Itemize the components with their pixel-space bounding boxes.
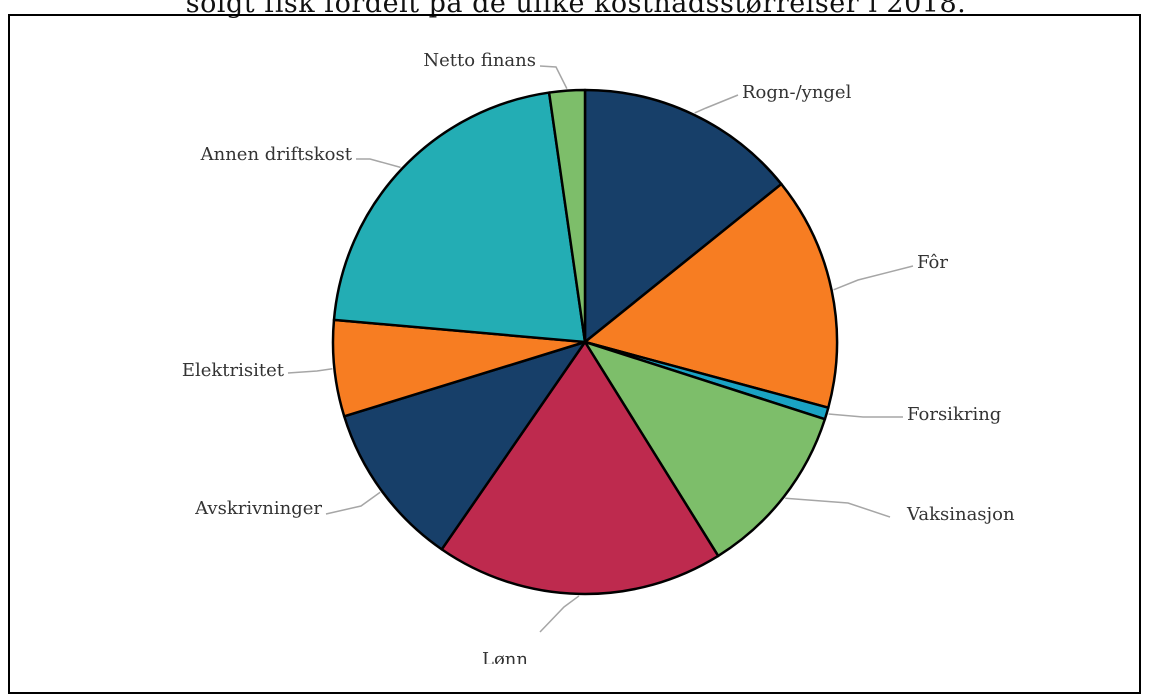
- leader-line-avskrivninger: [325, 491, 381, 515]
- pie-slice-annen-driftskost: [332, 91, 587, 344]
- slice-label-annen-driftskost: Annen driftskost: [200, 144, 353, 165]
- leader-line-netto-finans: [539, 65, 568, 89]
- pie-slice-rogn-yngel: [583, 88, 783, 344]
- leader-line-annen-driftskost: [356, 158, 401, 169]
- leader-line-f-r: [833, 265, 914, 291]
- pie-slice-l-nn: [440, 340, 720, 596]
- slice-labels: Rogn-/yngel Fôr Forsikring Vaksinasjon Lønn A…: [182, 50, 1015, 664]
- leader-line-rogn-yngel: [694, 94, 739, 114]
- slice-label-l-nn: Lønn: [482, 649, 528, 664]
- slice-label-f-r: Fôr: [917, 252, 948, 273]
- slice-label-rogn-yngel: Rogn-/yngel: [742, 82, 852, 103]
- slice-label-elektrisitet: Elektrisitet: [182, 360, 285, 381]
- slice-label-vaksinasjon: Vaksinasjon: [906, 504, 1015, 525]
- leader-line-vaksinasjon: [785, 497, 891, 518]
- slice-label-avskrivninger: Avskrivninger: [194, 498, 322, 519]
- pie-slice-avskrivninger: [342, 340, 587, 551]
- pie-slice-f-r: [583, 182, 839, 409]
- pie-chart: Rogn-/yngel Fôr Forsikring Vaksinasjon Lønn A…: [182, 50, 1015, 664]
- slice-label-netto-finans: Netto finans: [423, 50, 536, 71]
- leader-line-l-nn: [539, 595, 580, 633]
- leader-line-elektrisitet: [287, 368, 333, 374]
- slice-label-forsikring: Forsikring: [907, 404, 1001, 425]
- leader-lines: [287, 65, 914, 633]
- pie-slices: [331, 88, 839, 596]
- leader-line-forsikring: [828, 413, 903, 418]
- pie-slice-vaksinasjon: [583, 340, 827, 558]
- pie-slice-netto-finans: [547, 88, 587, 344]
